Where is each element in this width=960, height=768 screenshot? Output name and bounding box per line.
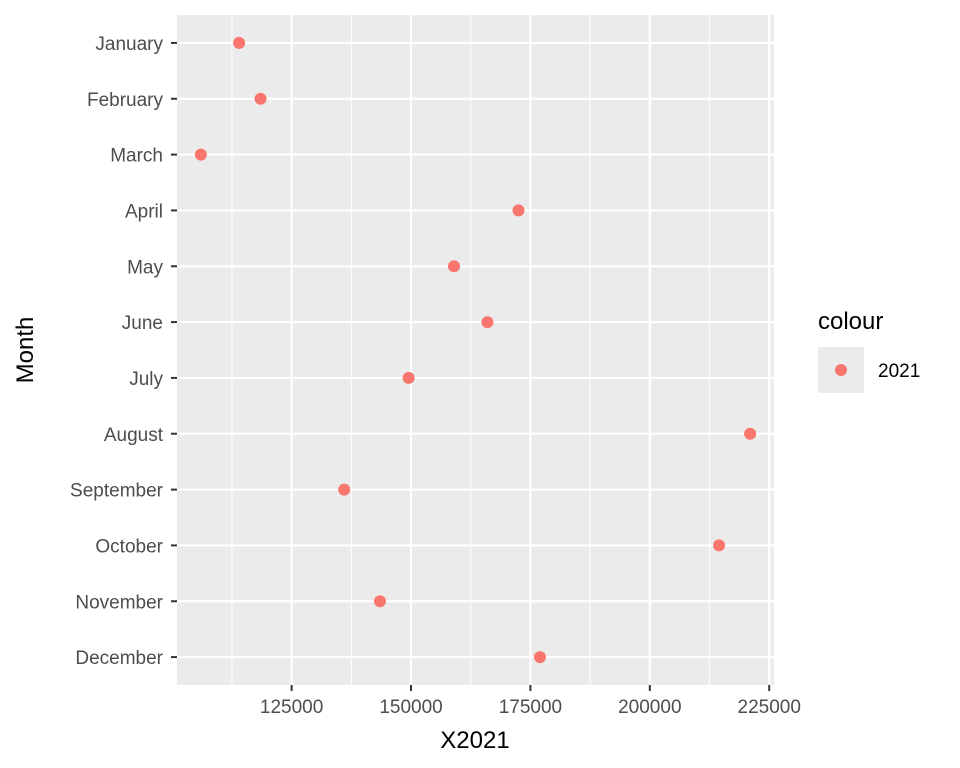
legend-key-point (835, 364, 847, 376)
data-point (402, 371, 415, 384)
y-tick-label: February (87, 90, 164, 111)
y-tick-label: May (127, 257, 163, 278)
x-axis-title: X2021 (440, 727, 509, 754)
y-tick-label: July (129, 369, 163, 390)
data-point (481, 316, 494, 329)
data-point (338, 483, 351, 496)
data-point (448, 260, 461, 273)
legend-title: colour (818, 308, 883, 335)
x-tick-label: 200000 (618, 697, 681, 718)
y-tick-label: December (75, 648, 163, 669)
y-axis-title: Month (12, 317, 39, 384)
data-points (194, 36, 757, 664)
legend-label: 2021 (878, 361, 920, 382)
data-point (713, 539, 726, 552)
data-point (194, 148, 207, 161)
x-tick-label: 225000 (738, 697, 801, 718)
data-point (744, 427, 757, 440)
data-point (373, 595, 386, 608)
data-point (533, 651, 546, 664)
y-tick-label: April (125, 201, 163, 222)
y-tick-label: June (122, 313, 163, 334)
x-axis: 125000 150000 175000 200000 225000 (260, 685, 801, 718)
y-tick-label: November (75, 592, 163, 613)
x-tick-label: 150000 (379, 697, 442, 718)
y-tick-label: September (70, 481, 164, 502)
data-point (233, 36, 246, 49)
y-tick-label: March (110, 146, 163, 167)
y-tick-label: October (95, 536, 163, 557)
x-tick-label: 175000 (499, 697, 562, 718)
data-point (254, 92, 267, 105)
major-gridlines (177, 15, 774, 685)
data-point (512, 204, 525, 217)
minor-gridlines (231, 15, 711, 685)
y-tick-label: January (95, 34, 163, 55)
y-tick-label: August (104, 425, 164, 446)
legend: colour 2021 (818, 308, 920, 393)
y-axis: January February March April May June July Augu… (70, 34, 177, 669)
x-tick-label: 125000 (260, 697, 323, 718)
plot-panel (177, 15, 774, 685)
